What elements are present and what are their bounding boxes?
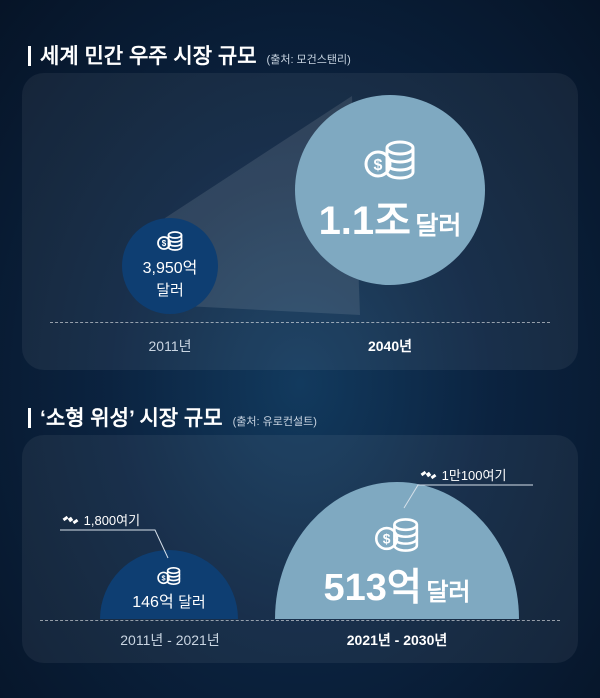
coins-icon: $ [374, 518, 419, 552]
coins-icon: $ [364, 140, 415, 180]
satellite-icon [62, 512, 80, 531]
section2-title-row: ‘소형 위성’ 시장 규모 (출처: 유로컨설트) [28, 402, 317, 432]
section1-title-row: 세계 민간 우주 시장 규모 (출처: 모건스탠리) [28, 40, 351, 70]
callout-2011-2021: 1,800여기 [62, 510, 140, 531]
period-2011-2021: 2011년 - 2021년 [120, 632, 220, 648]
svg-text:$: $ [374, 157, 383, 174]
year-2040: 2040년 [367, 338, 413, 354]
section2-title: ‘소형 위성’ 시장 규모 [40, 407, 223, 430]
callout-2021-2030: 1만100여기 [420, 465, 506, 486]
svg-text:$: $ [162, 239, 167, 248]
year-2011: 2011년 [148, 338, 192, 354]
section2-baseline [40, 620, 560, 621]
coins-icon: $ [157, 231, 183, 251]
bubble-2040-unit: 달러 [415, 212, 462, 240]
dome-2011-2021-value: 146억 [132, 594, 174, 611]
coins-icon: $ [157, 567, 181, 585]
bubble-2011-unit: 달러 [156, 282, 184, 299]
dome-2011-2021-content: $ 146억 달러 [100, 566, 238, 612]
bubble-2040-value: 1.1조 [318, 199, 411, 243]
title-bar-marker [28, 46, 31, 66]
section1-source: (출처: 모건스탠리) [266, 54, 351, 66]
title-bar-marker [28, 408, 31, 428]
dome-2021-2030-unit: 달러 [426, 579, 471, 606]
svg-text:$: $ [383, 531, 391, 547]
bubble-2011-content: $ 3,950억 달러 [122, 230, 218, 300]
bubble-2040 [295, 95, 485, 285]
dome-2021-2030-content: $ 513억 달러 [275, 516, 519, 611]
satellite-count-2011-2021: 1,800여기 [83, 513, 141, 528]
section2-source: (출처: 유로컨설트) [232, 416, 317, 428]
bubble-2040-content: $ 1.1조 달러 [295, 138, 485, 246]
dome-2021-2030-value: 513억 [323, 567, 422, 609]
svg-text:$: $ [162, 574, 166, 583]
satellite-count-2021-2030: 1만100여기 [441, 468, 507, 483]
bubble-2011-value: 3,950억 [142, 260, 198, 277]
satellite-icon [420, 467, 438, 486]
dome-2011-2021-unit: 달러 [178, 594, 206, 611]
section1-baseline [50, 322, 550, 323]
section1-title: 세계 민간 우주 시장 규모 [40, 45, 257, 68]
period-2021-2030: 2021년 - 2030년 [346, 632, 448, 648]
